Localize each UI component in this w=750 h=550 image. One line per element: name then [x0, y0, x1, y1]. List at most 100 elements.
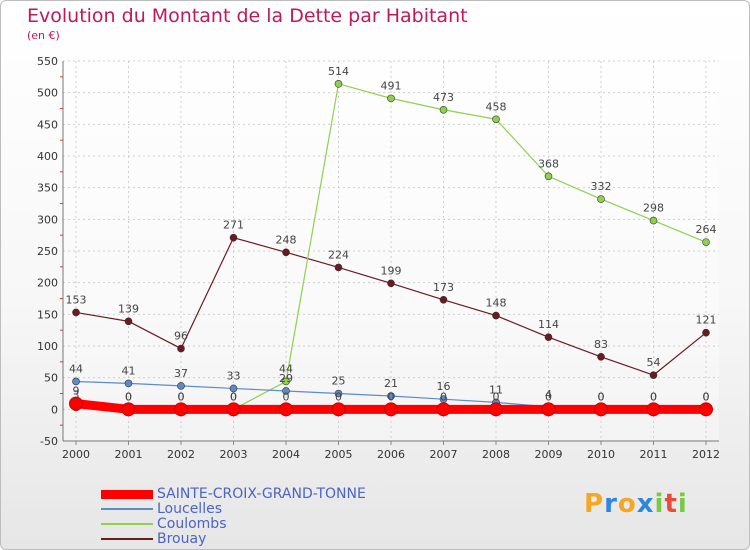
data-point	[646, 402, 661, 417]
data-point	[597, 352, 605, 361]
legend-item: Loucelles	[101, 502, 222, 516]
data-label: 491	[381, 79, 402, 92]
data-point	[544, 172, 553, 181]
data-point	[124, 317, 133, 326]
data-point	[594, 402, 608, 417]
data-label: 0	[703, 390, 710, 403]
data-point	[331, 402, 346, 417]
data-label: 139	[118, 302, 139, 315]
data-label: 153	[66, 293, 87, 306]
x-tick-label: 2001	[115, 448, 143, 461]
data-point	[439, 105, 448, 114]
data-point	[72, 308, 80, 317]
data-label: 16	[437, 380, 451, 393]
data-label: 473	[433, 91, 454, 104]
data-point	[282, 248, 290, 257]
x-tick-label: 2009	[535, 448, 563, 461]
data-point	[597, 195, 605, 203]
data-label: 25	[332, 375, 346, 388]
data-point	[384, 402, 398, 417]
data-point	[492, 115, 500, 124]
data-point	[282, 387, 290, 395]
y-tick-label: 400	[37, 150, 58, 163]
y-tick-label: 300	[37, 213, 58, 226]
legend-swatch	[101, 538, 153, 540]
x-tick-label: 2006	[377, 448, 405, 461]
data-point	[174, 402, 188, 417]
data-label: 514	[328, 65, 349, 78]
data-point	[699, 402, 713, 417]
data-label: 0	[545, 390, 552, 403]
x-tick-label: 2007	[430, 448, 458, 461]
data-point	[489, 402, 503, 417]
data-point	[177, 344, 185, 353]
y-tick-label: -50	[40, 435, 58, 448]
y-tick-label: 0	[51, 403, 58, 416]
data-point	[334, 263, 343, 272]
legend-label: Loucelles	[157, 501, 222, 517]
data-point	[69, 396, 83, 411]
data-label: 37	[174, 367, 188, 380]
y-tick-label: 500	[37, 87, 58, 100]
data-label: 0	[178, 390, 185, 403]
data-label: 0	[283, 390, 290, 403]
data-label: 264	[696, 223, 717, 236]
data-label: 21	[384, 377, 398, 390]
data-label: 0	[493, 390, 500, 403]
legend-swatch	[101, 523, 153, 525]
x-tick-label: 2000	[62, 448, 90, 461]
x-tick-label: 2008	[482, 448, 510, 461]
legend-item: Brouay	[101, 532, 206, 546]
data-label: 29	[279, 372, 293, 385]
y-tick-label: 150	[37, 308, 58, 321]
x-tick-label: 2012	[692, 448, 720, 461]
data-point	[387, 279, 395, 288]
chart-subtitle: (en €)	[27, 29, 60, 42]
data-point	[121, 402, 136, 417]
data-label: 9	[73, 385, 80, 398]
legend-label: Coulombs	[157, 516, 227, 532]
data-label: 0	[650, 390, 657, 403]
legend-label: Brouay	[157, 531, 207, 547]
data-label: 0	[650, 390, 657, 403]
data-label: 0	[440, 390, 447, 403]
data-label: 33	[227, 369, 241, 382]
y-tick-label: 50	[44, 372, 58, 385]
legend-swatch	[101, 489, 153, 499]
data-label: 224	[328, 248, 349, 261]
data-label: 0	[178, 390, 185, 403]
data-point	[387, 392, 395, 400]
y-tick-label: 200	[37, 277, 58, 290]
data-point	[177, 382, 185, 390]
data-label: 368	[538, 157, 559, 170]
x-tick-label: 2011	[640, 448, 668, 461]
data-label: 0	[230, 390, 237, 403]
data-label: 248	[276, 233, 297, 246]
data-point	[649, 216, 658, 225]
data-point	[279, 402, 293, 417]
data-point	[282, 377, 290, 386]
y-tick-label: 550	[37, 55, 58, 68]
legend-swatch	[101, 508, 153, 510]
data-label: 458	[486, 100, 507, 113]
y-tick-label: 100	[37, 340, 58, 353]
data-point	[439, 295, 448, 304]
x-tick-label: 2003	[220, 448, 248, 461]
data-label: 4	[545, 388, 552, 401]
data-label: 0	[125, 390, 132, 403]
data-point	[124, 379, 133, 388]
data-label: 199	[381, 264, 402, 277]
data-label: 0	[230, 390, 237, 403]
data-label: 41	[122, 364, 136, 377]
data-label: 0	[125, 390, 132, 403]
x-tick-label: 2004	[272, 448, 300, 461]
data-label: 44	[69, 362, 83, 375]
data-label: 0	[703, 390, 710, 403]
chart-title: Evolution du Montant de la Dette par Hab…	[27, 5, 468, 27]
data-point	[541, 402, 556, 417]
data-label: 54	[647, 356, 661, 369]
x-tick-label: 2010	[587, 448, 615, 461]
data-label: 44	[279, 362, 293, 375]
data-label: 83	[594, 338, 608, 351]
